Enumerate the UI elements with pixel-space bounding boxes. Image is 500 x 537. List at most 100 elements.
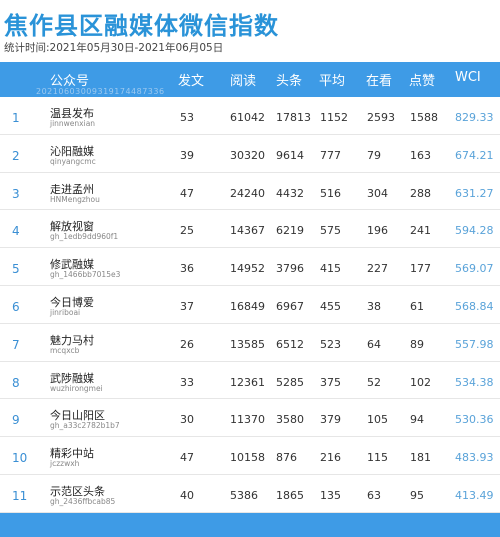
header-watermark: 20210603009319174487336 bbox=[36, 87, 165, 96]
account-id: qinyangcmc bbox=[50, 156, 96, 166]
likes-value: 288 bbox=[410, 186, 431, 200]
top-value: 1865 bbox=[276, 489, 304, 502]
avg-value: 1152 bbox=[320, 111, 348, 124]
avg-value: 523 bbox=[320, 337, 341, 351]
posts-value: 53 bbox=[180, 111, 194, 124]
wci-value: 631.27 bbox=[455, 186, 494, 200]
page-title: 焦作县区融媒体微信指数 bbox=[4, 12, 279, 40]
top-value: 4432 bbox=[276, 186, 304, 200]
wci-value: 413.49 bbox=[455, 489, 494, 502]
account-name: 走进孟州 bbox=[50, 182, 94, 196]
account-id: mcqxcb bbox=[50, 345, 80, 355]
likes-value: 177 bbox=[410, 262, 431, 276]
table-row: 4 解放视窗 gh_1edb9dd960f1 25 14367 6219 575 196 241… bbox=[0, 210, 500, 249]
avg-value: 415 bbox=[320, 262, 341, 276]
avg-value: 216 bbox=[320, 451, 341, 465]
header-watching: 在看 bbox=[366, 74, 393, 89]
rank-number: 11 bbox=[12, 489, 28, 503]
account-id: jinriboai bbox=[50, 308, 81, 317]
watching-value: 304 bbox=[367, 186, 388, 200]
watching-value: 63 bbox=[367, 489, 381, 502]
likes-value: 241 bbox=[410, 224, 431, 238]
posts-value: 40 bbox=[180, 489, 194, 502]
reads-value: 30320 bbox=[230, 148, 265, 162]
header-posts: 发文 bbox=[178, 74, 205, 89]
watching-value: 2593 bbox=[367, 111, 395, 124]
table-row: 11 示范区头条 gh_2436ffbcab85 40 5386 1865 135 63 95 4… bbox=[0, 475, 500, 513]
footer-bar bbox=[0, 513, 500, 537]
rank-number: 1 bbox=[12, 111, 20, 125]
avg-value: 455 bbox=[320, 300, 341, 313]
wci-value: 530.36 bbox=[455, 413, 494, 427]
rank-number: 6 bbox=[12, 300, 20, 314]
wci-value: 674.21 bbox=[455, 148, 494, 162]
rank-number: 3 bbox=[12, 186, 20, 201]
header-account: 公众号 bbox=[50, 74, 90, 89]
table-row: 10 精彩中站 jczzwxh 47 10158 876 216 115 181 483.93 bbox=[0, 437, 500, 475]
account-id: gh_2436ffbcab85 bbox=[50, 497, 116, 506]
header-wci: WCI bbox=[455, 70, 481, 85]
rank-number: 10 bbox=[12, 451, 28, 466]
posts-value: 25 bbox=[180, 224, 194, 238]
account-name: 沁阳融媒 bbox=[50, 144, 94, 158]
wci-value: 594.28 bbox=[455, 224, 494, 238]
wci-value: 557.98 bbox=[455, 337, 494, 351]
table-row: 5 修武融媒 gh_1466bb7015e3 36 14952 3796 415 227 177… bbox=[0, 248, 500, 286]
likes-value: 95 bbox=[410, 489, 424, 502]
watching-value: 79 bbox=[367, 148, 381, 162]
account-id: HNMengzhou bbox=[50, 194, 100, 204]
avg-value: 575 bbox=[320, 224, 341, 238]
likes-value: 94 bbox=[410, 413, 424, 427]
wci-value: 569.07 bbox=[455, 262, 494, 276]
table-row: 9 今日山阳区 gh_a33c2782b1b7 30 11370 3580 379 105 94… bbox=[0, 399, 500, 438]
table-header: 公众号 发文 阅读 头条 平均 在看 点赞 WCI 20210603009319… bbox=[0, 62, 500, 97]
reads-value: 13585 bbox=[230, 337, 265, 351]
avg-value: 379 bbox=[320, 413, 341, 427]
account-name: 精彩中站 bbox=[50, 447, 94, 461]
wci-value: 483.93 bbox=[455, 451, 494, 465]
top-value: 6967 bbox=[276, 300, 304, 313]
rank-number: 8 bbox=[12, 375, 20, 390]
reads-value: 12361 bbox=[230, 375, 265, 389]
posts-value: 39 bbox=[180, 148, 194, 162]
wci-value: 568.84 bbox=[455, 300, 494, 313]
watching-value: 64 bbox=[367, 337, 381, 351]
reads-value: 61042 bbox=[230, 111, 265, 124]
likes-value: 163 bbox=[410, 148, 431, 162]
top-value: 3580 bbox=[276, 413, 304, 427]
top-value: 9614 bbox=[276, 148, 304, 162]
likes-value: 61 bbox=[410, 300, 424, 313]
account-id: jczzwxh bbox=[50, 459, 80, 469]
reads-value: 10158 bbox=[230, 451, 265, 465]
rank-number: 5 bbox=[12, 262, 20, 277]
date-range-subtitle: 统计时间:2021年05月30日-2021年06月05日 bbox=[4, 42, 224, 54]
account-id: gh_1466bb7015e3 bbox=[50, 270, 121, 280]
account-name: 武陟融媒 bbox=[50, 371, 94, 385]
account-id: gh_1edb9dd960f1 bbox=[50, 232, 119, 242]
posts-value: 26 bbox=[180, 337, 194, 351]
wci-value: 534.38 bbox=[455, 375, 494, 389]
account-id: wuzhirongmei bbox=[50, 383, 103, 393]
avg-value: 375 bbox=[320, 375, 341, 389]
account-name: 示范区头条 bbox=[50, 485, 105, 498]
top-value: 876 bbox=[276, 451, 297, 465]
account-name: 今日博爱 bbox=[50, 296, 94, 309]
account-name: 今日山阳区 bbox=[50, 409, 105, 423]
rank-number: 2 bbox=[12, 148, 20, 163]
table-row: 6 今日博爱 jinriboai 37 16849 6967 455 38 61 568.84 bbox=[0, 286, 500, 324]
posts-value: 33 bbox=[180, 375, 194, 389]
top-value: 5285 bbox=[276, 375, 304, 389]
likes-value: 89 bbox=[410, 337, 424, 351]
avg-value: 516 bbox=[320, 186, 341, 200]
avg-value: 135 bbox=[320, 489, 341, 502]
watching-value: 38 bbox=[367, 300, 381, 313]
ranking-table: 公众号 发文 阅读 头条 平均 在看 点赞 WCI 20210603009319… bbox=[0, 62, 500, 537]
likes-value: 181 bbox=[410, 451, 431, 465]
rank-number: 9 bbox=[12, 413, 20, 428]
account-name: 魅力马村 bbox=[50, 333, 94, 347]
reads-value: 24240 bbox=[230, 186, 265, 200]
top-value: 6219 bbox=[276, 224, 304, 238]
reads-value: 14367 bbox=[230, 224, 265, 238]
header-likes: 点赞 bbox=[409, 74, 436, 89]
reads-value: 11370 bbox=[230, 413, 265, 427]
